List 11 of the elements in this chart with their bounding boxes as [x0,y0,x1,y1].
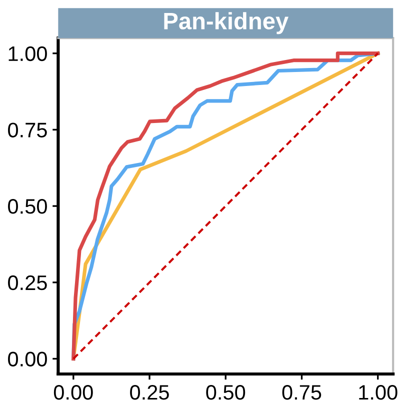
x-tick-label: 1.00 [359,384,398,400]
chart-title: Pan-kidney [164,12,288,34]
x-tick-label: 0.00 [54,384,93,400]
y-tick-label: 0.50 [8,199,47,214]
x-tick-label: 0.75 [282,384,322,400]
y-tick-label: 0.00 [8,352,47,366]
y-tick-label: 0.25 [8,275,47,290]
x-tick-label: 0.25 [130,384,169,400]
x-tick-label: 0.50 [206,384,246,400]
y-tick-label: 0.75 [8,122,47,138]
y-tick-label: 1.00 [8,46,47,62]
